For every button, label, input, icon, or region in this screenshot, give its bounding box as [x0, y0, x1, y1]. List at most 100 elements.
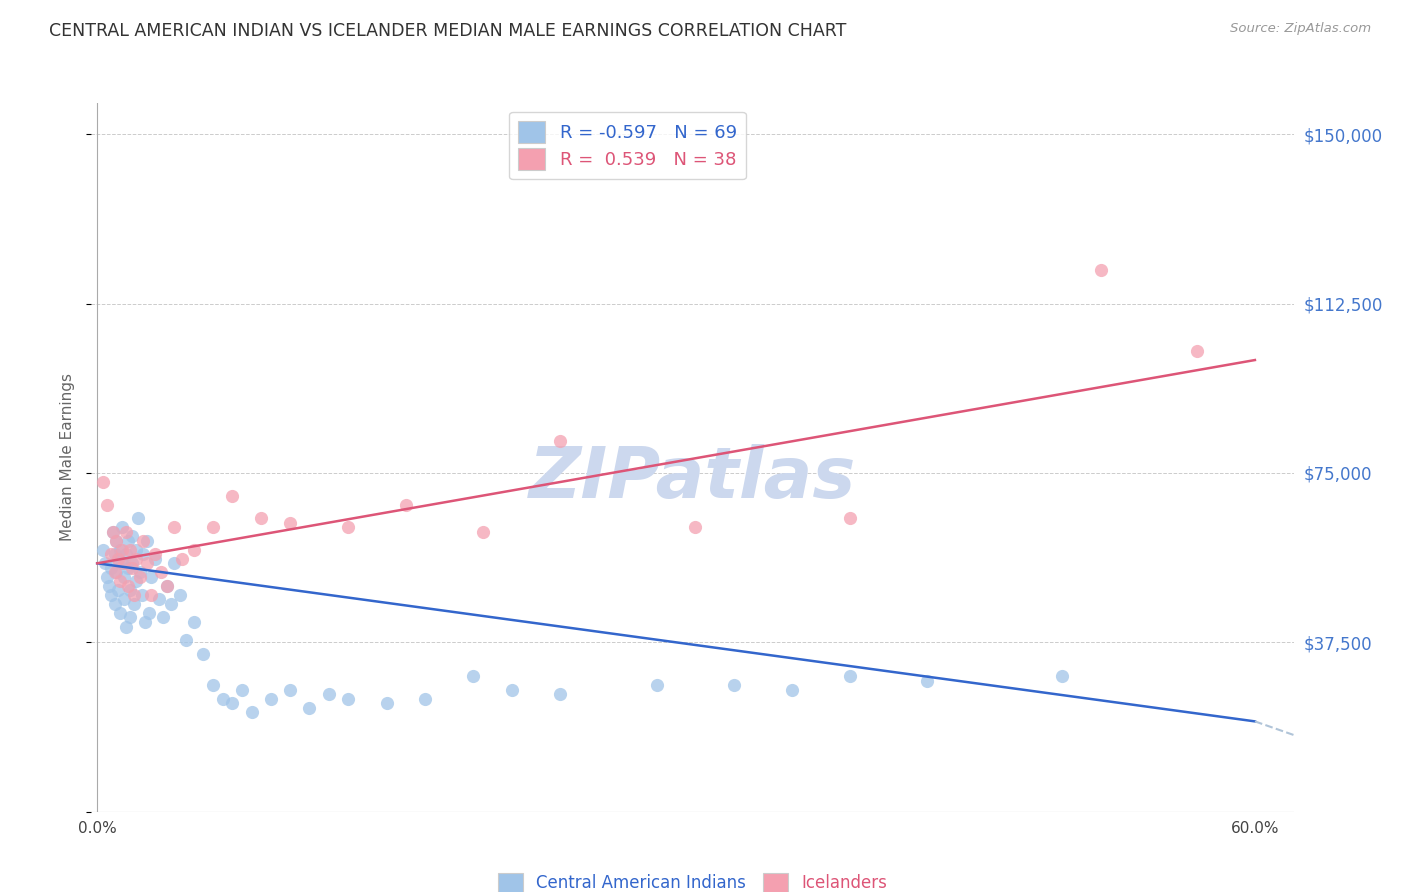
Point — [125, 551, 148, 566]
Point — [163, 520, 186, 534]
Point — [110, 574, 132, 589]
Point — [548, 687, 571, 701]
Point — [136, 533, 159, 548]
Point — [1185, 344, 1208, 359]
Point — [110, 542, 132, 557]
Point — [105, 533, 128, 548]
Point — [125, 574, 148, 589]
Point — [111, 542, 134, 557]
Point — [221, 489, 243, 503]
Point — [169, 588, 191, 602]
Point — [174, 633, 197, 648]
Point — [100, 561, 122, 575]
Point — [723, 678, 745, 692]
Point — [103, 597, 125, 611]
Point — [100, 588, 122, 602]
Point — [231, 682, 253, 697]
Point — [152, 610, 174, 624]
Point — [395, 498, 418, 512]
Point — [278, 682, 301, 697]
Point — [107, 583, 129, 598]
Point — [148, 592, 170, 607]
Text: Source: ZipAtlas.com: Source: ZipAtlas.com — [1230, 22, 1371, 36]
Point — [128, 566, 150, 580]
Point — [298, 701, 321, 715]
Point — [149, 566, 172, 580]
Point — [96, 570, 118, 584]
Point — [100, 547, 122, 561]
Point — [413, 691, 436, 706]
Point — [112, 556, 135, 570]
Point — [159, 597, 181, 611]
Point — [501, 682, 523, 697]
Point — [111, 556, 134, 570]
Point — [183, 615, 205, 629]
Point — [915, 673, 938, 688]
Point — [132, 533, 155, 548]
Point — [101, 524, 124, 539]
Point — [183, 542, 205, 557]
Text: CENTRAL AMERICAN INDIAN VS ICELANDER MEDIAN MALE EARNINGS CORRELATION CHART: CENTRAL AMERICAN INDIAN VS ICELANDER MED… — [49, 22, 846, 40]
Point — [118, 542, 141, 557]
Point — [96, 498, 118, 512]
Point — [110, 606, 132, 620]
Point — [91, 475, 114, 489]
Point — [91, 542, 114, 557]
Point — [1050, 669, 1073, 683]
Point — [128, 570, 150, 584]
Point — [127, 511, 149, 525]
Point — [337, 520, 360, 534]
Point — [136, 556, 159, 570]
Point — [221, 696, 243, 710]
Point — [105, 533, 128, 548]
Point — [172, 551, 194, 566]
Point — [278, 516, 301, 530]
Point — [143, 551, 166, 566]
Point — [132, 547, 155, 561]
Point — [143, 547, 166, 561]
Point — [111, 520, 134, 534]
Point — [156, 579, 179, 593]
Point — [118, 583, 141, 598]
Point — [112, 570, 135, 584]
Point — [838, 669, 860, 683]
Point — [121, 561, 143, 575]
Point — [107, 551, 129, 566]
Point — [101, 524, 124, 539]
Point — [134, 615, 156, 629]
Point — [1090, 262, 1112, 277]
Point — [472, 524, 495, 539]
Point — [193, 647, 215, 661]
Point — [375, 696, 398, 710]
Legend: Central American Indians, Icelanders: Central American Indians, Icelanders — [491, 866, 894, 892]
Point — [685, 520, 707, 534]
Point — [645, 678, 668, 692]
Point — [103, 547, 125, 561]
Point — [125, 542, 148, 557]
Point — [163, 556, 186, 570]
Point — [201, 520, 224, 534]
Point — [97, 579, 120, 593]
Point — [117, 533, 139, 548]
Point — [141, 570, 163, 584]
Point — [122, 597, 145, 611]
Point — [115, 547, 138, 561]
Y-axis label: Median Male Earnings: Median Male Earnings — [60, 373, 76, 541]
Point — [463, 669, 485, 683]
Point — [112, 592, 135, 607]
Point — [118, 610, 141, 624]
Point — [211, 691, 233, 706]
Point — [548, 434, 571, 449]
Point — [121, 556, 143, 570]
Point — [94, 556, 117, 570]
Point — [138, 606, 160, 620]
Point — [156, 579, 179, 593]
Point — [115, 524, 138, 539]
Point — [115, 619, 138, 633]
Point — [250, 511, 273, 525]
Point — [141, 588, 163, 602]
Point — [122, 588, 145, 602]
Point — [131, 588, 153, 602]
Point — [103, 566, 125, 580]
Point — [240, 706, 263, 720]
